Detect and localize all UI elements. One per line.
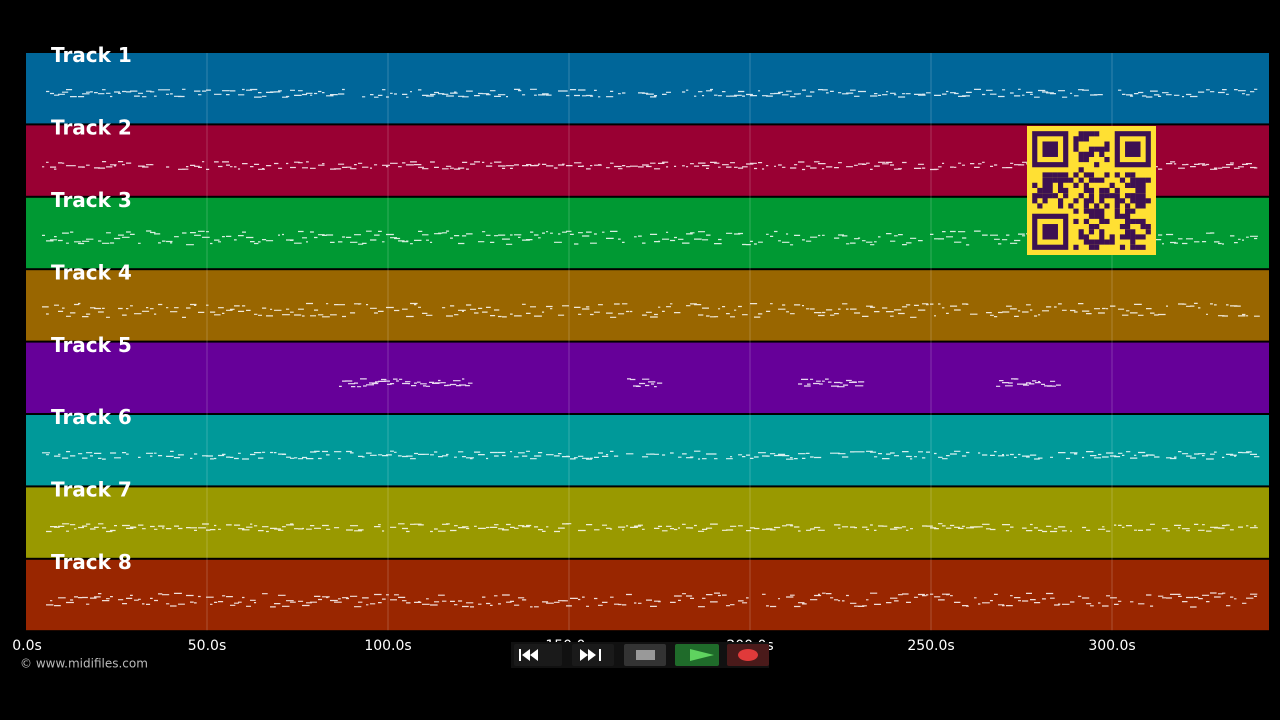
track-label: Track 3: [51, 188, 132, 212]
track-lane: [26, 559, 1269, 631]
track-label: Track 8: [51, 550, 132, 574]
rewind-button[interactable]: [514, 644, 562, 666]
record-button[interactable]: [727, 644, 769, 666]
qr-finder: [1042, 224, 1058, 240]
track-label: Track 7: [51, 478, 132, 502]
note-strokes: [339, 378, 1061, 388]
note-strokes: [42, 302, 1260, 318]
play-button[interactable]: [675, 644, 719, 666]
forward-button[interactable]: [572, 644, 614, 666]
qr-finder: [1042, 141, 1058, 157]
track-lane: [26, 487, 1269, 558]
time-tick-label: 100.0s: [364, 638, 411, 654]
copyright: © www.midifiles.com: [20, 657, 148, 671]
track-label: Track 1: [51, 43, 132, 67]
time-tick-label: 0.0s: [12, 638, 42, 654]
note-strokes: [46, 592, 1258, 608]
transport-controls: [511, 642, 769, 668]
time-tick-label: 250.0s: [907, 638, 954, 654]
track-label: Track 2: [51, 116, 132, 140]
track-lane: [26, 53, 1269, 124]
qr-finder: [1125, 141, 1141, 157]
track-lane: [26, 342, 1269, 413]
time-tick-label: 50.0s: [188, 638, 226, 654]
note-strokes: [46, 523, 1258, 533]
tracks: Track 1 Track 2 Track 3 Track 4 Track 5 Track…: [26, 43, 1269, 631]
track-label: Track 4: [51, 260, 132, 284]
qr-modules: [1032, 131, 1151, 250]
stop-button[interactable]: [624, 644, 666, 666]
time-tick-label: 300.0s: [1088, 638, 1135, 654]
note-strokes: [42, 450, 1260, 460]
grid: [206, 53, 1113, 631]
note-strokes: [46, 88, 1258, 98]
track-label: Track 5: [51, 333, 132, 357]
track-lane: [26, 270, 1269, 341]
track-label: Track 6: [51, 405, 132, 429]
track-lane: [26, 415, 1269, 486]
qr-code: [1027, 126, 1156, 255]
